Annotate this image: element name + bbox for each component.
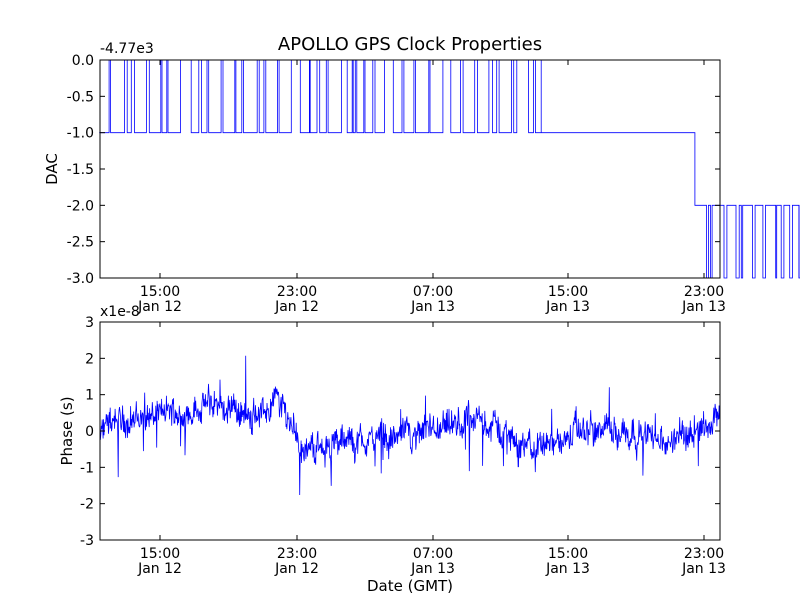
phase-x-tick-date: Jan 12 bbox=[274, 561, 319, 577]
dac-series-line bbox=[99, 59, 800, 279]
dac-y-tick-label: -0.5 bbox=[67, 89, 94, 105]
dac-x-tick-date: Jan 13 bbox=[681, 299, 726, 315]
dac-x-tick-time: 07:00 bbox=[413, 284, 453, 300]
phase-series-line bbox=[99, 355, 721, 496]
dac-x-tick-time: 15:00 bbox=[548, 284, 588, 300]
phase-x-tick-time: 23:00 bbox=[277, 546, 317, 562]
phase-x-tick-time: 15:00 bbox=[140, 546, 180, 562]
phase-x-tick-time: 23:00 bbox=[684, 546, 724, 562]
figure-title: APOLLO GPS Clock Properties bbox=[278, 34, 542, 55]
phase-y-tick-label: 3 bbox=[85, 315, 94, 331]
dac-x-tick-date: Jan 12 bbox=[274, 299, 319, 315]
dac-x-tick-time: 23:00 bbox=[684, 284, 724, 300]
dac-y-tick-label: -3.0 bbox=[67, 271, 94, 287]
phase-x-tick-date: Jan 13 bbox=[545, 561, 590, 577]
x-axis-label: Date (GMT) bbox=[367, 577, 453, 595]
dac-panel: -4.77e3 DAC 0.0 -0.5 -1.0 -1.5 -2.0 -2.5 -3.0 1… bbox=[43, 41, 800, 315]
dac-y-axis-label: DAC bbox=[43, 153, 61, 185]
phase-x-tick-date: Jan 13 bbox=[681, 561, 726, 577]
phase-y-tick-label: 2 bbox=[85, 351, 94, 367]
dac-y-tick-label: -2.0 bbox=[67, 198, 94, 214]
phase-x-tick-time: 07:00 bbox=[413, 546, 453, 562]
dac-x-tick-date: Jan 13 bbox=[545, 299, 590, 315]
phase-y-tick-label: 1 bbox=[85, 388, 94, 404]
dac-y-tick-label: -2.5 bbox=[67, 235, 94, 251]
dac-y-tick-label: -1.0 bbox=[67, 126, 94, 142]
dac-x-tick-date: Jan 12 bbox=[137, 299, 182, 315]
phase-x-tick-date: Jan 12 bbox=[137, 561, 182, 577]
phase-y-tick-label: -2 bbox=[80, 497, 94, 513]
dac-y-tick-label: 0.0 bbox=[72, 53, 94, 69]
phase-y-tick-label: -3 bbox=[80, 533, 94, 549]
dac-x-tick-date: Jan 13 bbox=[410, 299, 455, 315]
dac-x-tick-time: 23:00 bbox=[277, 284, 317, 300]
phase-y-tick-label: 0 bbox=[85, 424, 94, 440]
phase-y-tick-label: -1 bbox=[80, 460, 94, 476]
phase-y-axis-label: Phase (s) bbox=[58, 396, 76, 465]
dac-offset-label: -4.77e3 bbox=[100, 41, 154, 57]
phase-panel: x1e-8 Phase (s) Date (GMT) 3 2 1 0 -1 -2 -3 15:… bbox=[58, 304, 726, 595]
dac-x-tick-time: 15:00 bbox=[140, 284, 180, 300]
phase-x-tick-date: Jan 13 bbox=[410, 561, 455, 577]
dac-y-tick-label: -1.5 bbox=[67, 162, 94, 178]
dac-axes-frame bbox=[99, 59, 721, 279]
phase-offset-label: x1e-8 bbox=[100, 304, 140, 320]
phase-x-tick-time: 15:00 bbox=[548, 546, 588, 562]
